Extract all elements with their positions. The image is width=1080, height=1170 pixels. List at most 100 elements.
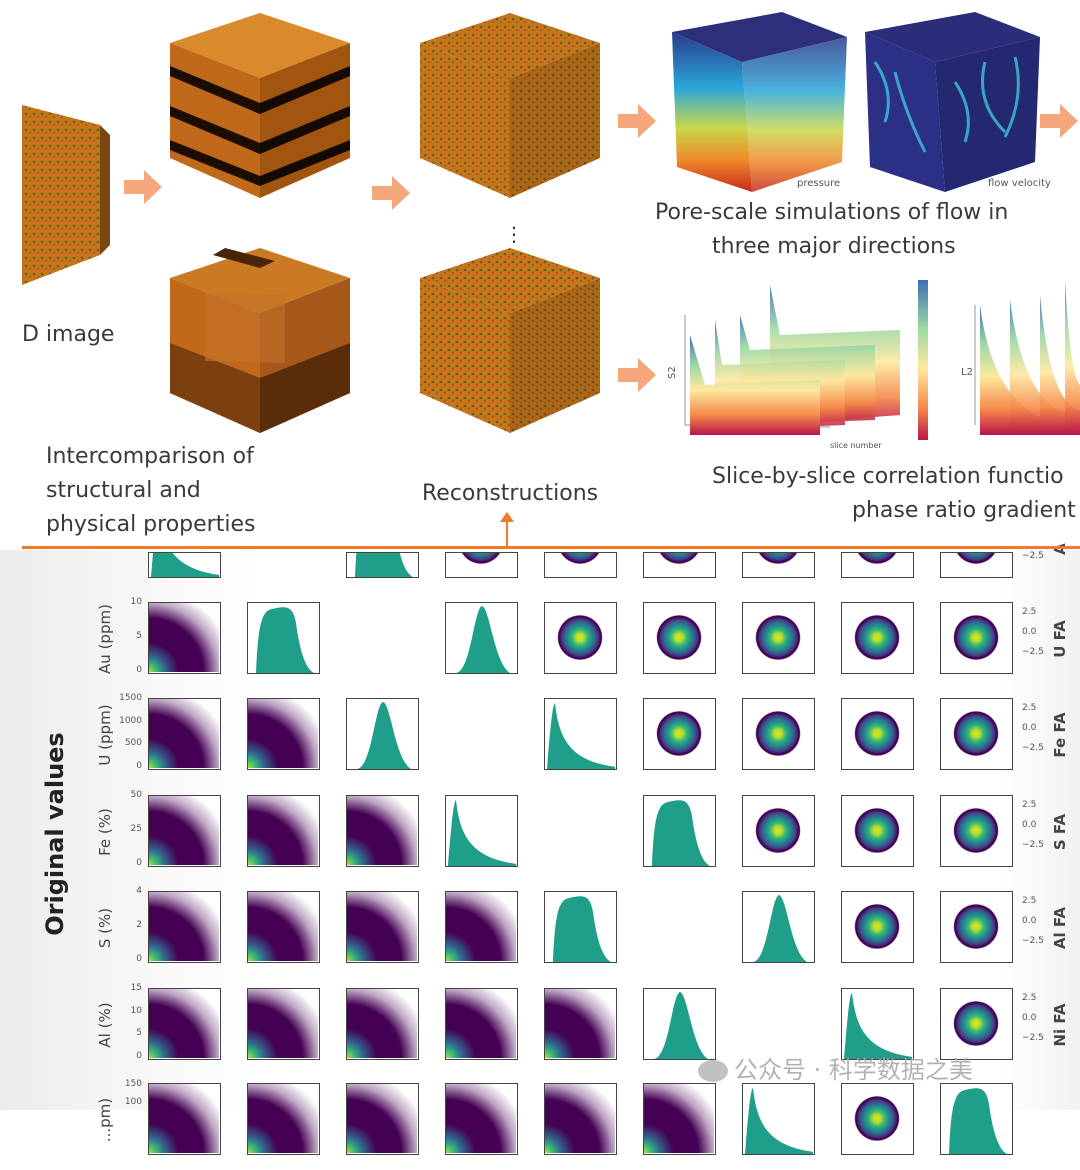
density-blob-cell — [940, 698, 1013, 770]
arrow-up-icon — [500, 512, 514, 522]
scatter-plot-cell — [247, 1083, 320, 1155]
wechat-icon — [698, 1060, 728, 1082]
slice-correlation-caption: Slice-by-slice correlation functio phase… — [712, 460, 1076, 528]
section-divider — [22, 546, 1080, 549]
cell-plot-area — [842, 603, 912, 672]
cell-plot-area — [248, 603, 318, 673]
layered-training-cube — [170, 13, 350, 198]
right-tick-label: 0.0 — [1022, 820, 1037, 830]
right-row-label: S FA — [1051, 813, 1069, 851]
right-tick-label: 2.5 — [1022, 896, 1037, 906]
scatter-plot-cell — [346, 988, 419, 1060]
input-3d-image-cube — [22, 105, 110, 285]
histogram-cell — [544, 891, 617, 963]
divider-connector — [506, 520, 508, 548]
cell-plot-area — [941, 603, 1011, 672]
scatter-plot-cell — [346, 795, 419, 867]
arrow-right-icon — [1040, 104, 1078, 138]
caption-line: physical properties — [46, 512, 256, 537]
scatter-plot-cell — [247, 698, 320, 770]
histogram-shape — [753, 895, 807, 962]
histogram-cell — [247, 602, 320, 674]
histogram-shape — [151, 553, 220, 577]
histogram-shape — [357, 702, 411, 769]
density-blob-cell — [940, 988, 1013, 1060]
intercomparison-caption: Intercomparison of structural and physic… — [46, 440, 255, 542]
density-blob-cell — [742, 602, 815, 674]
scatter-plot-cell — [544, 1083, 617, 1155]
scatter-plot-cell — [247, 891, 320, 963]
flow-velocity-simulation-cube — [865, 12, 1040, 192]
right-tick-label: 2.5 — [1022, 800, 1037, 810]
histogram-cell — [544, 698, 617, 770]
histogram-cell — [841, 988, 914, 1060]
cell-plot-area — [149, 892, 219, 961]
histogram-cell — [148, 552, 221, 578]
y-tick-label: 2 — [136, 920, 142, 930]
scatter-plot-cell — [445, 988, 518, 1060]
s2-axis-label: S2 — [667, 366, 678, 379]
right-tick-label: 0.0 — [1022, 1013, 1037, 1023]
cell-plot-area — [446, 1084, 516, 1153]
l2-axis-label: L2 — [961, 367, 973, 378]
cell-plot-area — [743, 892, 813, 962]
histogram-shape — [553, 896, 611, 962]
density-blob-cell — [940, 891, 1013, 963]
density-blob-cell — [445, 552, 518, 578]
cell-plot-area — [941, 699, 1011, 768]
scatter-plot-cell — [445, 891, 518, 963]
y-tick-label: 50 — [130, 790, 142, 800]
y-tick-label: 500 — [124, 738, 142, 749]
density-blob-cell — [742, 698, 815, 770]
y-tick-label: 5 — [136, 631, 142, 641]
density-blob-cell — [841, 1083, 914, 1155]
cell-plot-area — [545, 699, 616, 769]
density-blob-cell — [841, 602, 914, 674]
cell-plot-area — [644, 796, 714, 866]
arrow-right-icon — [372, 176, 410, 210]
cell-plot-area — [842, 699, 912, 768]
right-tick-label: 2.5 — [1022, 993, 1037, 1003]
density-blob-cell — [544, 552, 617, 578]
cell-plot-area — [941, 892, 1011, 961]
cell-plot-area — [545, 892, 615, 962]
colorbar — [918, 280, 928, 440]
histogram-shape — [256, 607, 314, 673]
reconstruction-cube-1 — [420, 13, 600, 198]
density-blob-cell — [643, 698, 716, 770]
cell-plot-area — [941, 1084, 1011, 1154]
cell-plot-area — [842, 553, 912, 576]
scatter-plot-cell — [148, 988, 221, 1060]
cell-plot-area — [347, 892, 417, 961]
density-blob-cell — [544, 602, 617, 674]
scatter-plot-cell — [247, 795, 320, 867]
cell-plot-area — [842, 892, 912, 961]
arrow-right-icon — [618, 358, 656, 392]
cell-plot-area — [446, 553, 516, 576]
density-blob-cell — [940, 795, 1013, 867]
y-tick-label: 5 — [136, 1028, 142, 1039]
cell-plot-area — [149, 553, 220, 577]
cell-plot-area — [149, 1084, 219, 1153]
y-tick-label: 100 — [124, 1097, 142, 1107]
cell-plot-area — [743, 1084, 814, 1154]
density-blob-cell — [643, 552, 716, 578]
original-values-title: Original values — [41, 732, 69, 936]
right-tick-label: 0.0 — [1022, 916, 1037, 926]
y-tick-label: 150 — [124, 1079, 142, 1089]
cell-plot-area — [941, 553, 1011, 576]
arrow-right-icon — [124, 170, 162, 204]
histogram-cell — [445, 795, 518, 867]
caption-line: structural and — [46, 478, 201, 503]
density-blob-cell — [841, 795, 914, 867]
cell-plot-area — [347, 553, 417, 577]
caption-line: Pore-scale simulations of flow in — [655, 200, 1009, 225]
cell-plot-area — [644, 553, 714, 576]
pressure-simulation-cube — [672, 12, 847, 192]
density-blob-cell — [841, 891, 914, 963]
scatter-plot-cell — [643, 1083, 716, 1155]
reconstructions-caption: Reconstructions — [422, 481, 599, 506]
cell-plot-area — [248, 989, 318, 1058]
cell-plot-area — [644, 699, 714, 768]
histogram-shape — [844, 993, 913, 1059]
